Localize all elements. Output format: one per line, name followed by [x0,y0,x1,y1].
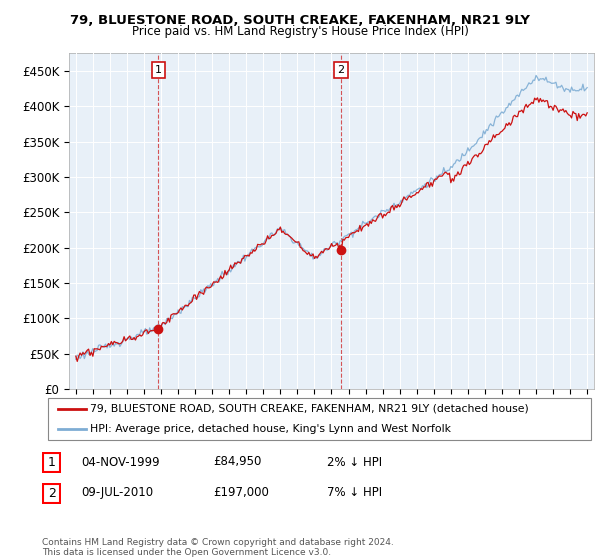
Text: Price paid vs. HM Land Registry's House Price Index (HPI): Price paid vs. HM Land Registry's House … [131,25,469,38]
Text: £197,000: £197,000 [213,486,269,500]
FancyBboxPatch shape [48,398,591,440]
Text: 09-JUL-2010: 09-JUL-2010 [81,486,153,500]
FancyBboxPatch shape [43,484,60,503]
Text: 2: 2 [47,487,56,500]
Text: 1: 1 [155,65,162,75]
Text: £84,950: £84,950 [213,455,262,469]
Text: 7% ↓ HPI: 7% ↓ HPI [327,486,382,500]
Text: 2% ↓ HPI: 2% ↓ HPI [327,455,382,469]
Text: 79, BLUESTONE ROAD, SOUTH CREAKE, FAKENHAM, NR21 9LY: 79, BLUESTONE ROAD, SOUTH CREAKE, FAKENH… [70,14,530,27]
Text: HPI: Average price, detached house, King's Lynn and West Norfolk: HPI: Average price, detached house, King… [91,424,451,433]
Text: 1: 1 [47,456,56,469]
Text: 79, BLUESTONE ROAD, SOUTH CREAKE, FAKENHAM, NR21 9LY (detached house): 79, BLUESTONE ROAD, SOUTH CREAKE, FAKENH… [91,404,529,413]
FancyBboxPatch shape [43,453,60,472]
Text: Contains HM Land Registry data © Crown copyright and database right 2024.
This d: Contains HM Land Registry data © Crown c… [42,538,394,557]
Text: 2: 2 [337,65,344,75]
Text: 04-NOV-1999: 04-NOV-1999 [81,455,160,469]
